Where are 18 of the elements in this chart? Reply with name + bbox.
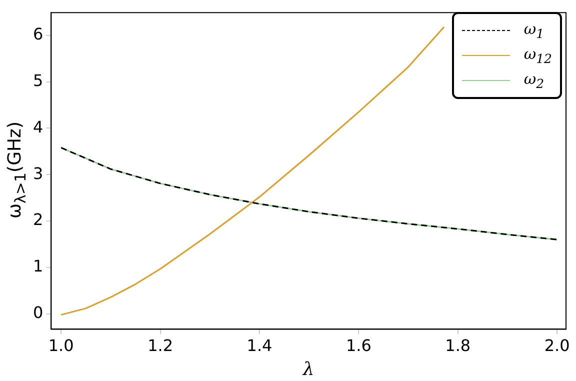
legend-label: ω$_{2}$ <box>524 70 544 91</box>
y-tick-label: 5 <box>32 70 44 90</box>
line-series <box>60 146 558 240</box>
y-tick-label: 3 <box>32 164 44 183</box>
legend-label: ω$_{12}$ <box>524 45 552 66</box>
x-axis-title: λ <box>302 358 314 380</box>
x-tick-label: 1.4 <box>246 336 272 355</box>
x-tick-label: 1.8 <box>445 336 471 355</box>
y-tick-label: 1 <box>32 256 44 276</box>
y-tick-label: 0 <box>32 303 44 322</box>
x-tick-label: 1.0 <box>48 336 74 355</box>
y-tick-label: 4 <box>32 117 44 136</box>
legend-label: ω$_{1}$ <box>524 20 544 41</box>
y-tick-label: 6 <box>32 24 44 44</box>
x-tick-label: 1.6 <box>346 336 372 355</box>
x-tick-label: 2.0 <box>544 336 570 355</box>
y-tick-label: 2 <box>32 210 44 230</box>
x-tick-label: 1.2 <box>148 336 174 355</box>
